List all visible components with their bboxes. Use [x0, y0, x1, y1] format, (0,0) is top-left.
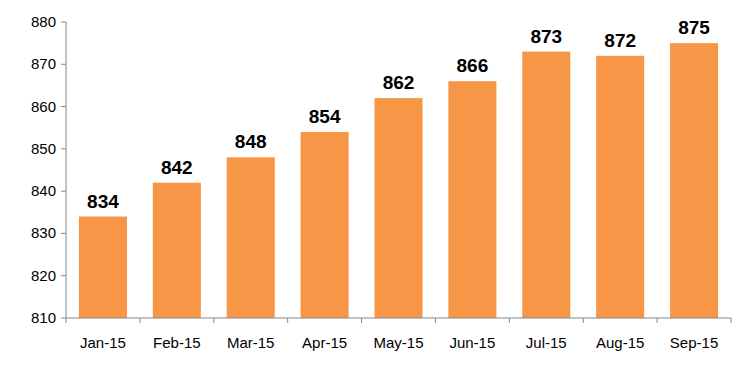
- y-tick-label: 840: [31, 182, 56, 199]
- y-tick: [61, 318, 66, 319]
- data-label: 848: [235, 131, 267, 152]
- y-tick-label: 850: [31, 140, 56, 157]
- x-tick: [731, 318, 732, 323]
- bar: [79, 217, 127, 318]
- bar: [522, 52, 570, 318]
- bar: [301, 132, 349, 318]
- y-tick: [61, 106, 66, 107]
- bar: [374, 98, 422, 318]
- y-tick-label: 870: [31, 55, 56, 72]
- x-tick: [287, 318, 288, 323]
- x-tick: [435, 318, 436, 323]
- data-label: 854: [309, 106, 341, 127]
- data-label: 872: [604, 30, 636, 51]
- x-tick-label: Sep-15: [670, 334, 718, 351]
- y-tick: [61, 64, 66, 65]
- y-tick-label: 880: [31, 13, 56, 30]
- bar: [153, 183, 201, 318]
- y-tick: [61, 148, 66, 149]
- y-tick-label: 830: [31, 224, 56, 241]
- y-tick: [61, 22, 66, 23]
- bar: [596, 56, 644, 318]
- x-tick-label: Jun-15: [449, 334, 495, 351]
- x-axis-line: [66, 318, 731, 319]
- data-label: 875: [678, 17, 710, 38]
- bars: [79, 43, 718, 318]
- bar: [227, 157, 275, 318]
- x-tick: [139, 318, 140, 323]
- chart-container: 810 820 830 840 850 860 870 880 Jan-15 Feb-15 Mar-…: [0, 0, 741, 370]
- y-tick-label: 820: [31, 267, 56, 284]
- y-tick: [61, 233, 66, 234]
- x-tick-label: Mar-15: [227, 334, 275, 351]
- x-tick-label: Jul-15: [526, 334, 567, 351]
- x-tick-label: Jan-15: [80, 334, 126, 351]
- y-tick: [61, 275, 66, 276]
- y-tick-label: 810: [31, 309, 56, 326]
- data-label: 842: [161, 157, 193, 178]
- x-tick-label: Apr-15: [302, 334, 347, 351]
- data-label: 862: [383, 72, 415, 93]
- y-tick-label: 860: [31, 98, 56, 115]
- data-label: 866: [457, 55, 489, 76]
- y-tick: [61, 191, 66, 192]
- x-tick-label: Feb-15: [153, 334, 201, 351]
- y-axis-line: [66, 22, 67, 318]
- x-tick: [583, 318, 584, 323]
- data-label: 873: [530, 26, 562, 47]
- x-tick: [657, 318, 658, 323]
- x-tick: [213, 318, 214, 323]
- x-tick-label: May-15: [373, 334, 423, 351]
- x-tick: [66, 318, 67, 323]
- chart: 810 820 830 840 850 860 870 880 Jan-15 Feb-15 Mar-…: [0, 0, 741, 370]
- x-tick: [509, 318, 510, 323]
- x-tick-label: Aug-15: [596, 334, 644, 351]
- x-tick: [361, 318, 362, 323]
- bar: [670, 43, 718, 318]
- data-label: 834: [87, 191, 119, 212]
- bar: [448, 81, 496, 318]
